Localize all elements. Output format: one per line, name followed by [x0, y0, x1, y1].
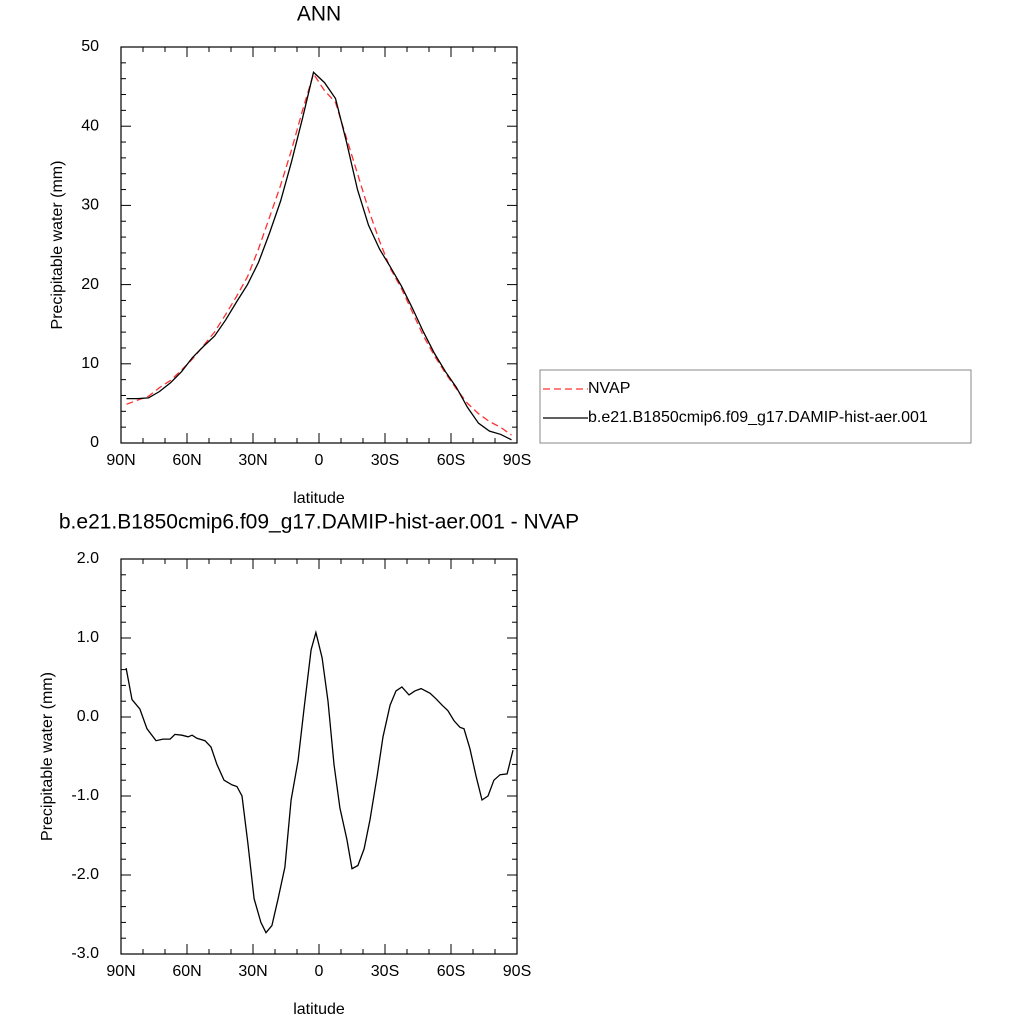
x-tick-label: 90S	[503, 963, 531, 980]
chart-title: b.e21.B1850cmip6.f09_g17.DAMIP-hist-aer.…	[59, 511, 579, 534]
x-axis-label: latitude	[293, 1001, 345, 1018]
x-tick-label: 60N	[172, 452, 201, 469]
x-tick-label: 60N	[172, 963, 201, 980]
x-tick-label: 60S	[437, 452, 465, 469]
y-tick-label: 40	[81, 117, 99, 134]
y-axis-label: Precipitable water (mm)	[49, 161, 66, 330]
x-axis-label: latitude	[293, 490, 345, 507]
x-tick-label: 0	[315, 963, 324, 980]
data-line	[126, 71, 512, 441]
x-tick-label: 0	[315, 452, 324, 469]
x-tick-label: 30S	[371, 452, 399, 469]
x-tick-label: 30N	[238, 963, 267, 980]
y-tick-label: -3.0	[71, 945, 99, 962]
y-tick-label: 1.0	[77, 629, 99, 646]
y-tick-label: 10	[81, 355, 99, 372]
plot-frame	[120, 558, 518, 955]
x-tick-label: 90S	[503, 452, 531, 469]
x-tick-label: 90N	[106, 963, 135, 980]
y-tick-label: -2.0	[71, 866, 99, 883]
y-tick-label: 0	[90, 434, 99, 451]
data-line	[125, 629, 514, 934]
x-tick-label: 30N	[238, 452, 267, 469]
plot-frame	[120, 46, 518, 444]
legend-box	[539, 369, 972, 444]
y-tick-label: 50	[81, 38, 99, 55]
x-tick-label: 60S	[437, 963, 465, 980]
y-axis-label: Precipitable water (mm)	[39, 672, 56, 841]
data-line	[126, 72, 512, 436]
x-tick-label: 90N	[106, 452, 135, 469]
y-tick-label: 30	[81, 197, 99, 214]
y-tick-label: 2.0	[77, 550, 99, 567]
legend-label: b.e21.B1850cmip6.f09_g17.DAMIP-hist-aer.…	[588, 409, 928, 426]
x-tick-label: 30S	[371, 963, 399, 980]
legend-label: NVAP	[588, 380, 630, 397]
y-tick-label: 0.0	[77, 708, 99, 725]
y-tick-label: 20	[81, 276, 99, 293]
chart-title: ANN	[297, 3, 341, 26]
y-tick-label: -1.0	[71, 787, 99, 804]
